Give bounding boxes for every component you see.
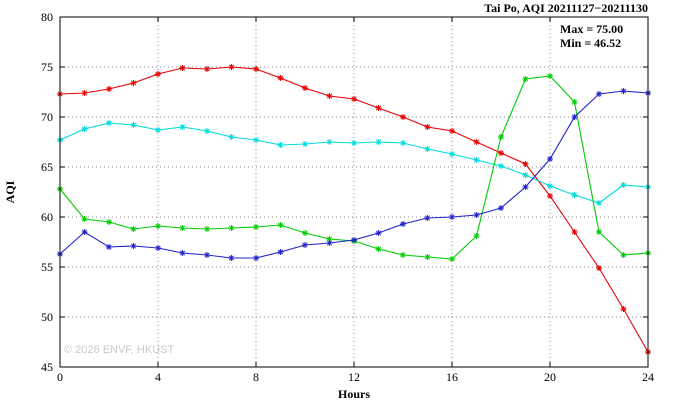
series-cyan bbox=[57, 120, 651, 206]
x-tick-label: 24 bbox=[642, 370, 654, 384]
y-tick-label: 80 bbox=[41, 10, 53, 24]
x-tick-label: 8 bbox=[253, 370, 259, 384]
x-tick-label: 12 bbox=[348, 370, 360, 384]
y-axis-label: AQI bbox=[3, 180, 17, 203]
x-tick-labels: 0 4 8 12 16 20 24 bbox=[57, 370, 654, 384]
x-tick-label: 4 bbox=[155, 370, 161, 384]
y-tick-label: 55 bbox=[41, 260, 53, 274]
y-tick-label: 45 bbox=[41, 360, 53, 374]
x-tick-label: 16 bbox=[446, 370, 458, 384]
max-annotation: Max = 75.00 bbox=[560, 22, 623, 36]
watermark: © 2026 ENVF, HKUST bbox=[64, 344, 174, 356]
x-axis-label: Hours bbox=[338, 387, 370, 401]
y-tick-label: 50 bbox=[41, 310, 53, 324]
x-tick-label: 20 bbox=[544, 370, 556, 384]
chart-title: Tai Po, AQI 20211127−20211130 bbox=[484, 1, 648, 15]
y-tick-label: 70 bbox=[41, 110, 53, 124]
y-tick-label: 75 bbox=[41, 60, 53, 74]
plot-border bbox=[59, 16, 649, 368]
grid-lines bbox=[60, 17, 648, 367]
y-tick-labels: 45 50 55 60 65 70 75 80 bbox=[41, 10, 53, 374]
series-line-blue bbox=[59, 90, 649, 259]
data-series bbox=[57, 64, 651, 355]
series-line-cyan bbox=[59, 122, 649, 204]
y-tick-label: 60 bbox=[41, 210, 53, 224]
y-tick-label: 65 bbox=[41, 160, 53, 174]
min-annotation: Min = 46.52 bbox=[560, 36, 621, 50]
x-tick-label: 0 bbox=[57, 370, 63, 384]
